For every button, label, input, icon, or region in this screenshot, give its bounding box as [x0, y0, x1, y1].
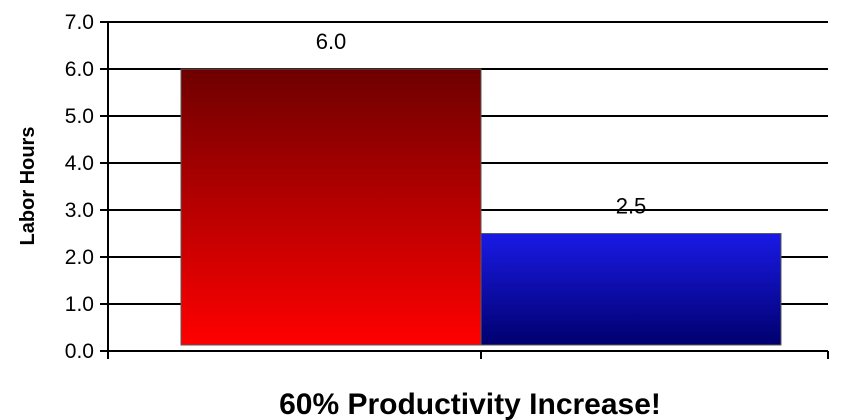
x-axis-title: 60% Productivity Increase!: [279, 388, 661, 420]
y-tick-label: 5.0: [65, 105, 94, 128]
y-tick-label: 1.0: [65, 293, 94, 316]
axes: [100, 21, 829, 359]
labels: 0.0 1.0 2.0 3.0 4.0 5.0 6.0 7.0 6.0 2.5: [65, 11, 647, 363]
y-tick-label: 2.0: [65, 246, 94, 269]
y-tick-label: 6.0: [65, 58, 94, 81]
y-tick-label: 0.0: [65, 340, 94, 363]
data-label-1: 6.0: [316, 29, 347, 54]
bars: [180, 68, 782, 346]
bar-2: [480, 233, 782, 346]
data-label-2: 2.5: [616, 194, 647, 219]
y-tick-label: 3.0: [65, 199, 94, 222]
bar-1: [180, 68, 482, 346]
y-axis-title: Labor Hours: [17, 127, 39, 246]
y-tick-label: 4.0: [65, 152, 94, 175]
y-tick-label: 7.0: [65, 11, 94, 34]
